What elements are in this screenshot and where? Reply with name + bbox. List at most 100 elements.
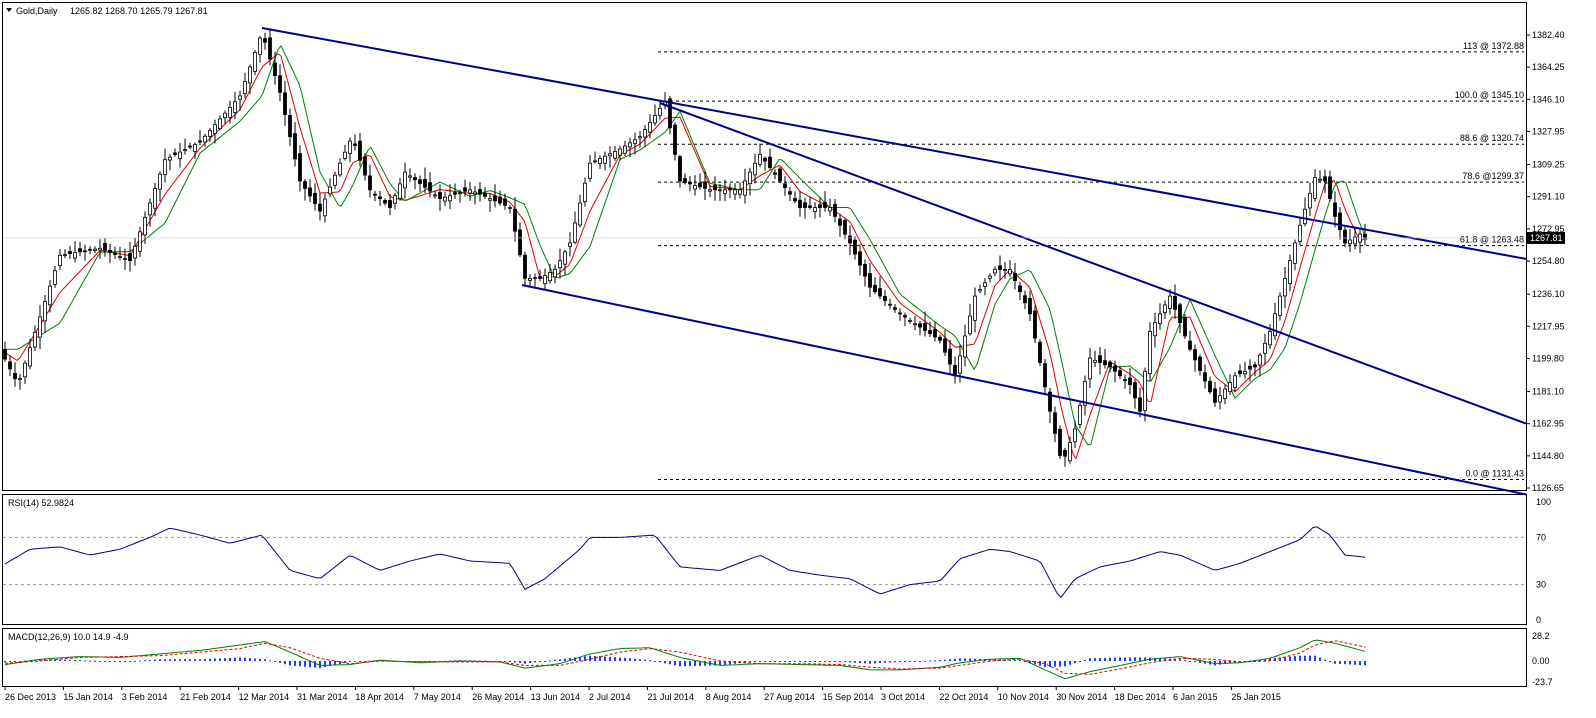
macd-histogram-bar <box>1154 657 1156 661</box>
macd-histogram-bar <box>714 661 716 666</box>
candle <box>178 142 182 168</box>
macd-histogram-bar <box>224 658 226 661</box>
macd-histogram-bar <box>859 661 861 664</box>
price-tick-label: 1126.65 <box>1532 483 1564 493</box>
macd-histogram-bar <box>1284 657 1286 661</box>
fib-level-label: 113 @ 1372.88 <box>1463 41 1524 51</box>
candle <box>93 246 97 253</box>
candle <box>183 138 187 155</box>
candle <box>533 273 537 287</box>
date-tick-label: 31 Mar 2014 <box>297 692 348 702</box>
macd-histogram-bar <box>544 661 546 662</box>
candle <box>1318 170 1322 183</box>
candle <box>253 49 257 76</box>
candle <box>258 35 262 63</box>
macd-histogram-bar <box>659 661 661 663</box>
candle <box>43 295 47 333</box>
candle <box>833 198 837 223</box>
macd-histogram-bar <box>1129 657 1131 661</box>
macd-histogram-bar <box>789 661 791 662</box>
macd-histogram-bar <box>9 661 11 662</box>
candle <box>1023 290 1027 310</box>
macd-histogram-bar <box>639 659 641 661</box>
candle <box>628 137 632 158</box>
candle <box>263 32 267 50</box>
macd-histogram-bar <box>944 659 946 661</box>
candle <box>1353 227 1357 250</box>
macd-histogram-bar <box>1014 659 1016 661</box>
candle <box>1328 170 1332 202</box>
macd-histogram-bar <box>899 661 901 662</box>
candle <box>978 284 982 294</box>
macd-panel-frame <box>2 628 1527 687</box>
candle <box>1348 228 1352 252</box>
macd-histogram-bar <box>64 659 66 661</box>
macd-histogram-bar <box>689 661 691 667</box>
candle <box>128 241 132 272</box>
candle <box>233 91 237 120</box>
candle <box>373 190 377 202</box>
macd-histogram-bar <box>249 658 251 661</box>
candle <box>518 222 522 258</box>
candle <box>1148 322 1152 382</box>
macd-histogram-bar <box>1224 661 1226 665</box>
candle <box>913 315 917 331</box>
candle <box>1183 313 1187 340</box>
candle <box>203 133 207 147</box>
macd-histogram-bar <box>279 661 281 663</box>
candle <box>603 151 607 171</box>
candle <box>733 183 737 200</box>
macd-histogram-bar <box>1354 661 1356 665</box>
candle <box>348 137 352 163</box>
fib-level-label: 78.6 @1299.37 <box>1462 171 1524 181</box>
candle <box>393 192 397 210</box>
candle <box>1153 312 1157 348</box>
macd-histogram-bar <box>209 658 211 661</box>
candle <box>813 202 817 219</box>
candle <box>288 108 292 146</box>
rsi-panel-frame <box>2 494 1527 625</box>
candle <box>298 145 302 192</box>
macd-histogram-bar <box>1329 661 1331 662</box>
macd-histogram-bar <box>1199 661 1201 663</box>
candle <box>1018 281 1022 301</box>
macd-signal-line <box>4 640 1366 675</box>
candle <box>793 191 797 203</box>
macd-histogram-bar <box>1144 657 1146 661</box>
macd-histogram-bar <box>854 661 856 663</box>
macd-histogram-bar <box>314 661 316 668</box>
candle <box>33 325 37 351</box>
macd-tick-label: 0.00 <box>1532 656 1550 666</box>
macd-histogram-bar <box>1294 656 1296 661</box>
candle <box>673 122 677 161</box>
price-tick-label: 1254.80 <box>1532 256 1565 266</box>
candle <box>148 198 152 227</box>
candle <box>863 259 867 287</box>
candle <box>1063 447 1067 467</box>
candle <box>528 274 532 288</box>
candle <box>998 255 1002 280</box>
candle <box>933 321 937 342</box>
macd-histogram-bar <box>884 661 886 663</box>
date-tick-label: 18 Dec 2014 <box>1115 692 1166 702</box>
candle <box>73 241 77 263</box>
candle <box>1313 169 1317 202</box>
macd-histogram-bar <box>424 661 426 662</box>
macd-histogram-bar <box>349 661 351 662</box>
dropdown-triangle-icon[interactable] <box>6 8 12 12</box>
candle <box>883 289 887 307</box>
macd-histogram-bar <box>589 655 591 661</box>
candle <box>553 264 557 284</box>
candle <box>508 205 512 214</box>
date-tick-label: 26 Dec 2013 <box>5 692 56 702</box>
macd-histogram-bar <box>159 659 161 661</box>
candle <box>1283 266 1287 308</box>
candle <box>818 196 822 218</box>
macd-histogram-bar <box>794 661 796 662</box>
macd-histogram-bar <box>174 659 176 661</box>
macd-histogram-bar <box>104 661 106 662</box>
macd-histogram-bar <box>1009 659 1011 661</box>
candle <box>1123 374 1127 389</box>
price-tick-label: 1144.80 <box>1532 451 1564 461</box>
